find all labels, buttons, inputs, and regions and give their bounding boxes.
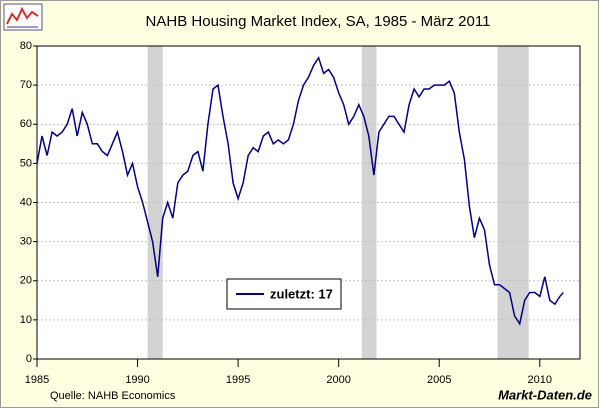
y-tick-label: 60 bbox=[20, 118, 32, 130]
x-tick-label: 2000 bbox=[326, 374, 350, 386]
y-tick-label: 0 bbox=[26, 353, 32, 365]
y-tick-label: 10 bbox=[20, 314, 32, 326]
x-tick-label: 1985 bbox=[25, 374, 49, 386]
data-line bbox=[36, 55, 564, 326]
x-tick-label: 2005 bbox=[427, 374, 451, 386]
y-tick-label: 50 bbox=[20, 157, 32, 169]
logo bbox=[3, 3, 43, 31]
legend-label: zuletzt: 17 bbox=[270, 286, 333, 301]
x-tick-label: 2010 bbox=[528, 374, 552, 386]
y-tick-label: 70 bbox=[20, 79, 32, 91]
y-tick-label: 20 bbox=[20, 275, 32, 287]
watermark: Markt-Daten.de bbox=[498, 387, 592, 402]
source: Quelle: NAHB Economics bbox=[50, 390, 176, 402]
x-tick-label: 1995 bbox=[226, 374, 250, 386]
chart-title: NAHB Housing Market Index, SA, 1985 - Mä… bbox=[146, 13, 491, 30]
y-tick-label: 40 bbox=[20, 196, 32, 208]
y-tick-label: 80 bbox=[20, 40, 32, 52]
x-tick-label: 1990 bbox=[125, 374, 149, 386]
plot-border bbox=[36, 45, 581, 360]
y-tick-label: 30 bbox=[20, 236, 32, 248]
